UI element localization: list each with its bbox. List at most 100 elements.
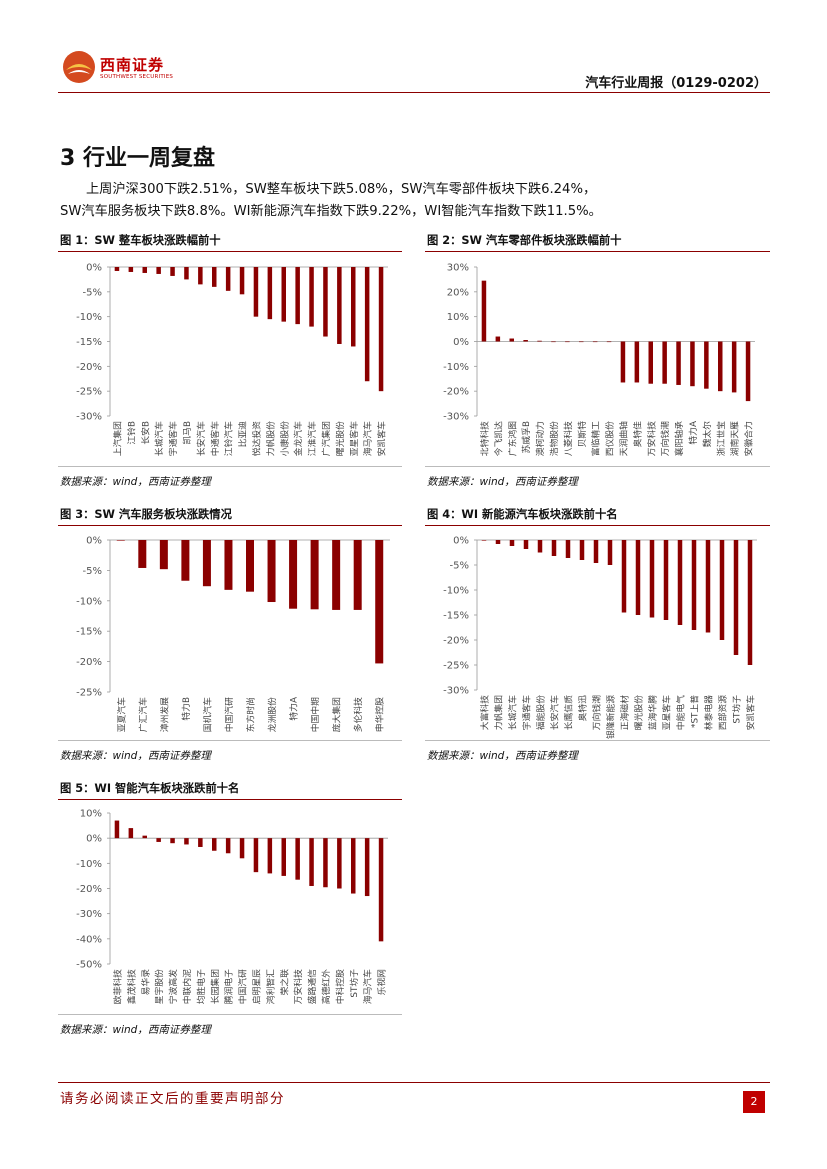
bar (295, 267, 300, 324)
figure-5-source: 数据来源：wind，西南证券整理 (60, 1022, 211, 1037)
bar (482, 281, 487, 342)
bar (537, 341, 542, 342)
x-category-label: 力帆股份 (264, 421, 276, 456)
x-category-label: 八菱科技 (562, 421, 574, 456)
bar (143, 267, 148, 273)
bar (704, 342, 709, 389)
x-category-label: 长园集团 (209, 969, 221, 1004)
x-category-label: 魏太尔 (701, 421, 713, 448)
x-category-label: 今飞凯达 (492, 421, 504, 456)
bar (650, 540, 655, 618)
figure-1-source: 数据来源：wind，西南证券整理 (60, 474, 211, 489)
figure-3-chart: 0% -5% -10% -15% -20% -25% 亚夏汽车 广汇汽车 漳州发展 特力B 国机汽车… (58, 529, 402, 739)
x-category-label: 江铃B (125, 421, 137, 445)
x-category-label: 上汽集团 (111, 421, 123, 456)
x-category-label: 大富科技 (479, 695, 491, 730)
x-category-label: 盛路通信 (306, 969, 318, 1004)
y-tick-label: -10% (76, 312, 102, 323)
bar (720, 540, 725, 640)
bar (246, 540, 254, 592)
bar (748, 540, 753, 665)
bar (746, 342, 751, 402)
bar (379, 838, 384, 941)
figure-4-title: 图 4：WI 新能源汽车板块涨跌前十名 (427, 506, 618, 522)
figure-5-title: 图 5：WI 智能汽车板块涨跌前十名 (60, 780, 239, 796)
x-category-label: 襄阳轴承 (673, 421, 685, 456)
summary-line-1: 上周沪深300下跌2.51%，SW整车板块下跌5.08%，SW汽车零部件板块下跌… (60, 179, 770, 201)
x-category-label: 蓝海华腾 (647, 695, 659, 730)
bar (692, 540, 697, 630)
bar (565, 342, 570, 343)
x-category-label: 中国汽研 (223, 697, 235, 732)
bar (115, 821, 120, 839)
x-category-label: 奥特佳 (631, 421, 643, 448)
bar (240, 838, 245, 858)
x-category-label: 特力A (288, 697, 300, 721)
logo-text-cn: 西南证券 (100, 54, 164, 75)
figure-5-top-rule (58, 799, 402, 800)
bar (365, 838, 370, 896)
bar (649, 342, 654, 384)
x-category-label: 金龙汽车 (292, 421, 304, 456)
figure-2-bottom-rule (425, 466, 770, 467)
bar (379, 267, 384, 391)
y-tick-label: 10% (447, 312, 469, 323)
bar (184, 267, 189, 279)
x-category-label: 荣之联 (278, 969, 290, 996)
x-category-label: 欧菲科技 (111, 969, 123, 1004)
y-tick-label: -10% (443, 362, 469, 373)
x-category-label: 中能电气 (675, 695, 687, 730)
x-category-label: 长城汽车 (507, 695, 519, 730)
bar (198, 267, 203, 284)
bar (636, 540, 641, 615)
x-category-label: 多伦科技 (352, 697, 364, 732)
bar (351, 838, 356, 893)
section-title: 3 行业一周复盘 (60, 140, 215, 172)
bar (156, 838, 161, 842)
bar (706, 540, 711, 633)
bar (156, 267, 161, 274)
bar (226, 267, 231, 291)
report-title: 汽车行业周报（0129-0202） (585, 72, 767, 91)
bar (510, 540, 515, 546)
bar (662, 342, 667, 384)
y-tick-label: -20% (76, 657, 102, 668)
x-category-label: 富临精工 (590, 421, 602, 456)
x-category-label: 浙江世宝 (715, 421, 727, 456)
bar (635, 342, 640, 383)
bar (240, 267, 245, 294)
x-category-label: 万向钱潮 (659, 421, 671, 456)
bar (129, 267, 134, 272)
x-category-label: 万向钱潮 (591, 695, 603, 730)
bar (332, 540, 340, 610)
x-category-label: 安凯客车 (745, 695, 757, 730)
figure-3-source: 数据来源：wind，西南证券整理 (60, 748, 211, 763)
bar (224, 540, 232, 590)
bar (732, 342, 737, 393)
bar (365, 267, 370, 381)
bar (607, 342, 612, 343)
x-category-label: 乐视网 (376, 969, 388, 996)
x-category-label: 广汇汽车 (137, 697, 149, 732)
x-category-label: 易华录 (139, 969, 151, 996)
x-category-label: ST坊子 (348, 969, 360, 998)
y-tick-label: 10% (80, 809, 102, 820)
x-category-label: 林泰电器 (703, 695, 715, 730)
y-tick-label: 0% (86, 263, 102, 274)
x-category-label: 亚星客车 (348, 421, 360, 456)
x-category-label: 长安汽车 (195, 421, 207, 456)
x-category-label: 福能股份 (535, 695, 547, 730)
bar (212, 267, 217, 287)
y-tick-label: -10% (76, 859, 102, 870)
bar (254, 267, 259, 317)
x-category-label: 高德红外 (320, 969, 332, 1004)
bar (496, 337, 501, 342)
x-category-label: 东方时尚 (245, 697, 257, 732)
y-tick-label: -15% (443, 611, 469, 622)
x-category-label: 天润曲轴 (617, 421, 629, 456)
figure-5-bottom-rule (58, 1014, 402, 1015)
x-category-label: 西部资源 (717, 695, 729, 730)
company-logo: 西南证券 SOUTHWEST SECURITIES (62, 48, 192, 88)
x-category-label: 中联内泥 (181, 969, 193, 1004)
y-tick-label: 0% (453, 337, 469, 348)
